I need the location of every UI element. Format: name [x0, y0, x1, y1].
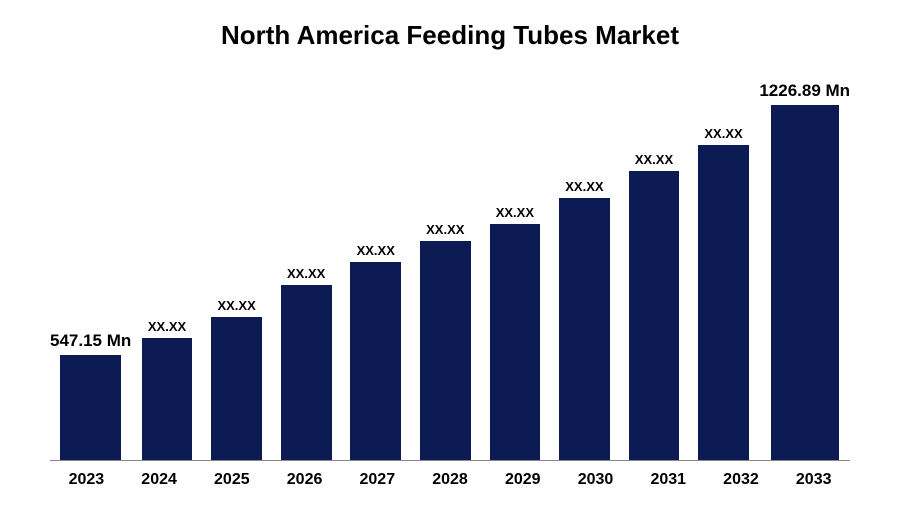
- bar-wrapper: XX.XX: [133, 81, 201, 460]
- bar-value-label: XX.XX: [287, 266, 325, 281]
- x-axis-label: 2029: [486, 471, 559, 489]
- x-axis-label: 2032: [705, 471, 778, 489]
- bar: [281, 285, 332, 460]
- bar-wrapper: XX.XX: [481, 81, 549, 460]
- bar-wrapper: XX.XX: [203, 81, 271, 460]
- x-axis-label: 2025: [195, 471, 268, 489]
- bar-value-label: XX.XX: [496, 205, 534, 220]
- bar-value-label: XX.XX: [217, 298, 255, 313]
- x-axis-label: 2023: [50, 471, 123, 489]
- bar-value-label: XX.XX: [148, 319, 186, 334]
- x-axis-label: 2026: [268, 471, 341, 489]
- bar-wrapper: XX.XX: [690, 81, 758, 460]
- bar-wrapper: XX.XX: [272, 81, 340, 460]
- bar-wrapper: XX.XX: [620, 81, 688, 460]
- x-axis-label: 2030: [559, 471, 632, 489]
- chart-area: 547.15 Mn XX.XX XX.XX XX.XX XX.XX XX.XX XX.XX X…: [50, 81, 850, 461]
- bar: [211, 317, 262, 460]
- bar-value-label: XX.XX: [635, 152, 673, 167]
- bars-container: 547.15 Mn XX.XX XX.XX XX.XX XX.XX XX.XX XX.XX X…: [50, 81, 850, 460]
- bar: [490, 224, 541, 460]
- bar-value-label: XX.XX: [426, 222, 464, 237]
- bar-value-label: 547.15 Mn: [50, 331, 131, 351]
- bar: [559, 198, 610, 460]
- bar-value-label: 1226.89 Mn: [759, 81, 850, 101]
- bar: [629, 171, 680, 460]
- bar: [420, 241, 471, 460]
- bar-value-label: XX.XX: [357, 243, 395, 258]
- bar: [142, 338, 193, 460]
- bar-wrapper: 547.15 Mn: [50, 81, 131, 460]
- bar: [60, 355, 121, 460]
- x-axis-label: 2028: [414, 471, 487, 489]
- bar: [350, 262, 401, 460]
- bar-wrapper: XX.XX: [342, 81, 410, 460]
- x-axis: 2023202420252026202720282029203020312032…: [50, 471, 850, 489]
- bar-value-label: XX.XX: [704, 126, 742, 141]
- x-axis-label: 2024: [123, 471, 196, 489]
- bar-value-label: XX.XX: [565, 179, 603, 194]
- bar-wrapper: XX.XX: [412, 81, 480, 460]
- chart-title: North America Feeding Tubes Market: [30, 20, 870, 51]
- bar: [698, 145, 749, 460]
- x-axis-label: 2027: [341, 471, 414, 489]
- bar: [771, 105, 839, 460]
- bar-wrapper: 1226.89 Mn: [759, 81, 850, 460]
- bar-wrapper: XX.XX: [551, 81, 619, 460]
- x-axis-label: 2033: [777, 471, 850, 489]
- x-axis-label: 2031: [632, 471, 705, 489]
